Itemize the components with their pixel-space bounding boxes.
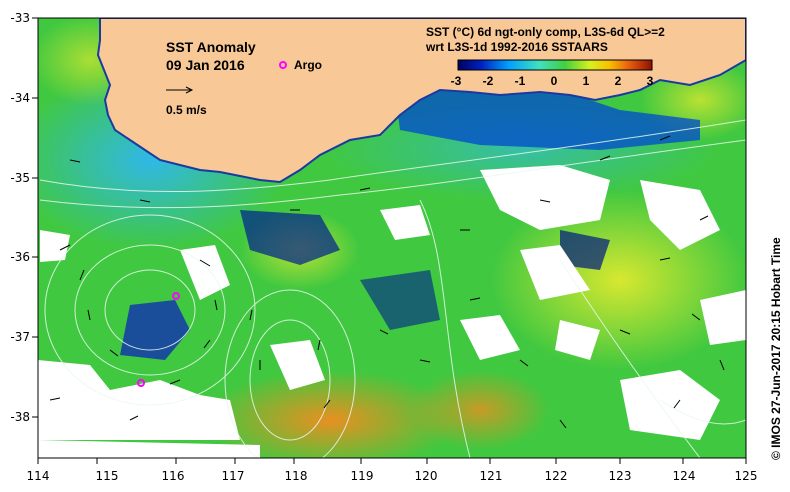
credit-text: © IMOS 27-Jun-2017 20:15 Hobart Time	[769, 237, 783, 460]
x-tick-label: 117	[222, 469, 245, 483]
y-tick-label: -38	[10, 410, 30, 424]
colorbar-tick-label: 0	[551, 74, 558, 88]
y-tick-label: -37	[10, 330, 30, 344]
y-tick-label: -34	[10, 91, 30, 105]
x-tick-label: 114	[27, 469, 50, 483]
y-tick-label: -33	[10, 11, 30, 25]
colorbar-tick-label: 3	[647, 74, 654, 88]
x-tick-label: 123	[609, 469, 632, 483]
australia-coastline	[96, 18, 746, 184]
velocity-scale-label: 0.5 m/s	[166, 103, 207, 117]
colorbar-tick-label: 1	[583, 74, 590, 88]
colorbar-tick-label: -3	[451, 74, 462, 88]
x-tick-label: 118	[285, 469, 308, 483]
x-tick-label: 124	[673, 469, 696, 483]
argo-legend-icon	[279, 61, 287, 69]
x-axis	[37, 458, 747, 464]
colorbar	[457, 59, 653, 71]
velocity-vectors	[49, 135, 725, 429]
argo-legend-label: Argo	[294, 58, 322, 72]
x-tick-label: 116	[162, 469, 185, 483]
plot-frame	[37, 17, 747, 459]
argo-floats	[137, 292, 180, 387]
colorbar-tick-label: -2	[483, 74, 494, 88]
x-tick-label: 122	[545, 469, 568, 483]
x-tick-label: 120	[415, 469, 438, 483]
x-tick-label: 119	[351, 469, 374, 483]
x-tick-label: 125	[735, 469, 758, 483]
x-axis-labels: 114 115 116 117 118 119 120 121 122 123 …	[27, 469, 758, 483]
colorbar-tick-label: -1	[515, 74, 526, 88]
plot-area	[38, 18, 746, 458]
y-axis-labels: -33 -34 -35 -36 -37 -38	[10, 11, 30, 424]
colorbar-labels: -3 -2 -1 0 1 2 3	[451, 74, 654, 88]
cloud-mask	[38, 165, 746, 458]
x-tick-label: 115	[96, 469, 119, 483]
header-line-1: SST (°C) 6d ngt-only comp, L3S-6d QL>=2	[426, 25, 665, 39]
header-line-2: wrt L3S-1d 1992-2016 SSTAARS	[425, 40, 608, 54]
y-tick-label: -35	[10, 171, 30, 185]
x-tick-label: 121	[480, 469, 503, 483]
sst-field	[38, 18, 746, 458]
colorbar-tick-label: 2	[615, 74, 622, 88]
product-date: 09 Jan 2016	[166, 57, 245, 73]
velocity-scale-arrow	[166, 86, 194, 94]
argo-float-marker	[172, 292, 180, 300]
y-tick-label: -36	[10, 250, 30, 264]
argo-float-marker	[137, 379, 145, 387]
y-axis	[32, 17, 38, 418]
contours	[39, 119, 746, 458]
product-title: SST Anomaly	[166, 39, 256, 55]
